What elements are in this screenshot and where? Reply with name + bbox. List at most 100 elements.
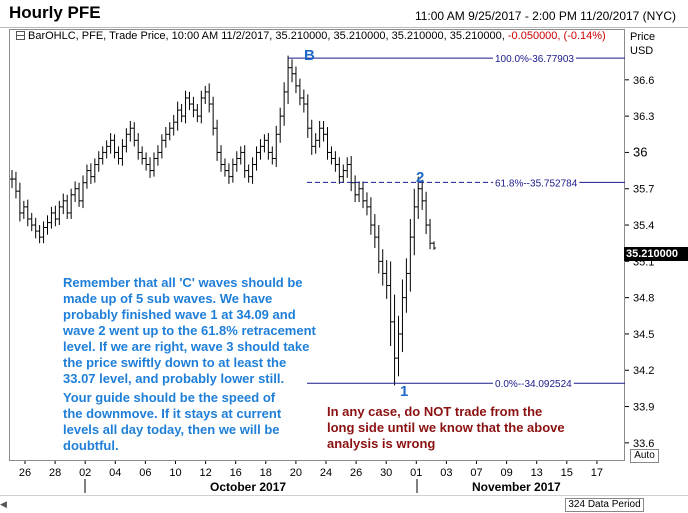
ohlc-bar — [353, 175, 358, 203]
ohlc-bar — [167, 122, 172, 141]
ohlc-bar — [140, 146, 145, 165]
plot-area[interactable] — [9, 29, 625, 461]
ohlc-bar — [341, 164, 346, 183]
ohlc-bar — [337, 157, 342, 184]
annotation-line: wave 2 went up to the 61.8% retracement — [63, 323, 316, 338]
time-range: 11:00 AM 9/25/2017 - 2:00 PM 11/20/2017 … — [414, 9, 676, 23]
header-divider — [0, 27, 688, 28]
ohlc-bar — [404, 258, 409, 313]
ohlc-bar — [148, 157, 153, 178]
ohlc-bar — [65, 194, 70, 219]
ohlc-bar — [136, 133, 141, 160]
ohlc-bar — [242, 145, 247, 178]
ohlc-bar — [278, 107, 283, 143]
ohlc-bar — [361, 181, 366, 209]
x-tick-label: 01 — [410, 467, 422, 479]
ohlc-bar — [69, 188, 74, 219]
annotation-line: doubtful. — [63, 438, 119, 453]
x-tick-label: 18 — [260, 467, 272, 479]
annotation-line: level. If we are right, wave 3 should ta… — [63, 339, 310, 354]
y-tick-label: 34.8 — [633, 293, 654, 305]
ohlc-bar — [49, 206, 54, 229]
ohlc-bar — [384, 260, 389, 299]
ohlc-bar — [400, 279, 405, 353]
ohlc-bar — [88, 163, 93, 184]
ohlc-bar — [80, 175, 85, 209]
x-tick-label: 09 — [500, 467, 512, 479]
annotation-line: the downmove. If it stays at current — [63, 406, 282, 421]
info-prefix: BarOHLC, PFE, Trade Price, 10:00 AM 11/2… — [28, 30, 505, 42]
x-tick-label: 28 — [49, 467, 61, 479]
ohlc-bar — [29, 212, 34, 232]
ohlc-bar — [290, 59, 295, 83]
ohlc-bar — [345, 157, 350, 178]
ohlc-bar — [262, 134, 267, 153]
footer-divider — [0, 495, 688, 496]
annotation-blue-2: Your guide should be the speed of the do… — [63, 390, 281, 454]
ohlc-bar — [286, 55, 291, 105]
ohlc-bar — [226, 163, 231, 184]
ohlc-bar — [372, 214, 377, 249]
ohlc-bar — [10, 169, 14, 189]
ohlc-bar — [392, 294, 397, 386]
annotation-line: Remember that all 'C' waves should be — [63, 275, 303, 290]
ohlc-bar — [349, 156, 354, 192]
ohlc-bar — [222, 158, 227, 177]
ohlc-bar — [25, 199, 30, 227]
scroll-left-icon[interactable]: ◀ — [0, 499, 7, 509]
annotation-line: analysis is wrong — [327, 436, 436, 451]
ohlc-bar — [333, 151, 338, 172]
annotation-line: long side until we know that the above — [327, 420, 565, 435]
ohlc-bar — [187, 91, 192, 111]
current-price-label: 35.210000 — [624, 247, 688, 261]
y-tick-label: 33.9 — [633, 402, 654, 414]
annotation-line: probably finished wave 1 at 34.09 and — [63, 307, 296, 322]
info-line: BarOHLC, PFE, Trade Price, 10:00 AM 11/2… — [16, 30, 606, 42]
ohlc-bar — [317, 120, 322, 148]
ohlc-bar — [432, 241, 436, 250]
bar-chart-icon[interactable] — [16, 31, 25, 40]
ohlc-bar — [128, 120, 133, 142]
ohlc-bar — [416, 176, 421, 219]
x-tick-label: 07 — [470, 467, 482, 479]
ohlc-bar — [301, 89, 306, 113]
x-tick-label: 30 — [380, 467, 392, 479]
ohlc-bar — [380, 249, 385, 286]
ohlc-bar — [191, 96, 196, 118]
ohlc-bar — [309, 119, 314, 155]
ohlc-bar — [396, 315, 401, 377]
data-period-button[interactable]: 324 Data Period — [565, 498, 644, 512]
ohlc-bar — [53, 205, 58, 227]
ohlc-bar — [368, 197, 373, 235]
ohlc-bar — [155, 145, 160, 166]
y-tick-label: 36.6 — [633, 75, 654, 87]
auto-scale-button[interactable]: Auto — [630, 449, 659, 463]
y-tick-label: 34.2 — [633, 365, 654, 377]
x-tick-label: 26 — [19, 467, 31, 479]
ohlc-bar — [238, 146, 243, 165]
x-tick-label: 10 — [169, 467, 181, 479]
ohlc-bar — [211, 96, 216, 136]
annotation-line: made up of 5 sub waves. We have — [63, 291, 273, 306]
fib-level-label: 0.0%--34.092524 — [495, 379, 572, 390]
y-tick-label: 35.7 — [633, 184, 654, 196]
ohlc-bar — [100, 146, 105, 165]
ohlc-bar — [254, 146, 259, 171]
ohlc-bar — [183, 90, 188, 124]
ohlc-bar — [41, 221, 46, 244]
ohlc-bar — [57, 200, 62, 226]
y-tick-label: 33.6 — [633, 438, 654, 450]
ohlc-bar — [77, 182, 82, 207]
price-axis-currency: USD — [630, 45, 654, 57]
annotation-line: levels all day today, then we will be — [63, 422, 280, 437]
ohlc-bar — [293, 66, 298, 94]
ohlc-bar — [104, 140, 109, 159]
ohlc-bar — [230, 158, 235, 183]
ohlc-bar — [428, 218, 433, 250]
x-tick-label: 16 — [230, 467, 242, 479]
x-tick-label: 17 — [591, 467, 603, 479]
wave-label-b: B — [304, 47, 315, 64]
ohlc-bar — [151, 152, 156, 177]
annotation-line: In any case, do NOT trade from the — [327, 404, 543, 419]
ohlc-bar — [175, 101, 180, 131]
